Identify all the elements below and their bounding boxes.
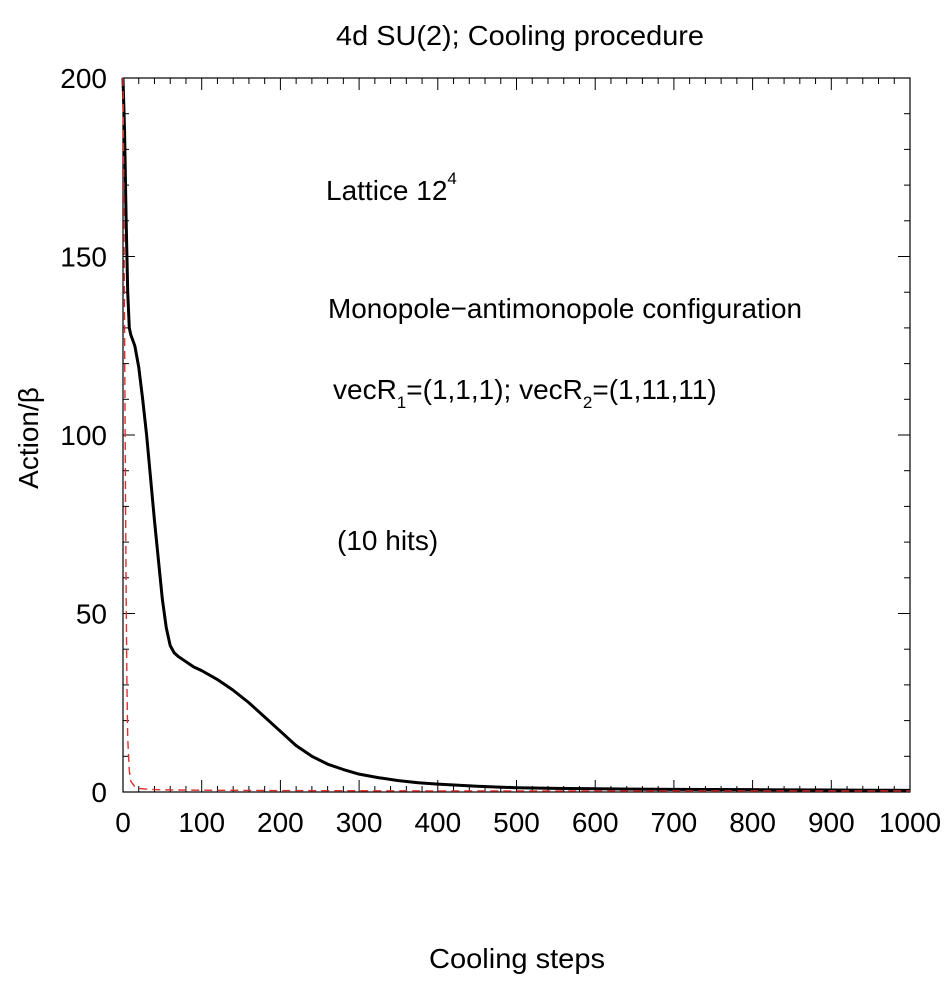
x-tick-label: 1000 <box>879 807 941 838</box>
annotation-vec-b-sub: 2 <box>583 393 592 412</box>
y-tick-label: 200 <box>60 63 107 94</box>
plot-border <box>122 77 911 793</box>
y-tick-label: 50 <box>76 599 107 630</box>
plot-frame <box>122 77 911 793</box>
axis-ticks <box>122 77 911 793</box>
y-tick-label: 150 <box>60 242 107 273</box>
x-tick-label: 700 <box>651 807 698 838</box>
x-tick-labels: 0 100 200 300 400 500 600 700 800 900 1000 <box>115 807 941 838</box>
x-tick-label: 900 <box>808 807 855 838</box>
annotation-vec-a: vecR <box>333 374 397 405</box>
y-axis-label: Action/β <box>13 387 44 489</box>
y-tick-label: 100 <box>60 420 107 451</box>
x-tick-label: 800 <box>729 807 776 838</box>
series-line-solid <box>121 77 911 792</box>
y-tick-label: 0 <box>91 777 107 808</box>
x-tick-label: 600 <box>572 807 619 838</box>
x-tick-label: 200 <box>257 807 304 838</box>
annotation-lattice: Lattice 124 <box>326 169 457 206</box>
x-tick-label: 100 <box>178 807 225 838</box>
x-tick-label: 0 <box>115 807 131 838</box>
series-layer <box>121 77 911 792</box>
x-tick-label: 400 <box>414 807 461 838</box>
series-line-dashed <box>122 77 910 792</box>
x-axis-label: Cooling steps <box>429 943 605 974</box>
annotation-hits: (10 hits) <box>337 525 438 556</box>
annotation-vectors: vecR1=(1,1,1); vecR2=(1,11,11) <box>333 374 717 412</box>
x-tick-label: 500 <box>493 807 540 838</box>
x-tick-label: 300 <box>336 807 383 838</box>
annotation-vec-c: =(1,11,11) <box>592 374 716 405</box>
annotation-lattice-sup: 4 <box>447 169 456 188</box>
annotation-vec-a-sub: 1 <box>397 393 406 412</box>
annotation-vec-b: =(1,1,1); vecR <box>406 374 583 405</box>
chart-title: 4d SU(2); Cooling procedure <box>336 20 704 51</box>
annotation-lattice-text: Lattice 12 <box>326 175 447 206</box>
y-tick-labels: 0 50 100 150 200 <box>60 63 107 808</box>
annotation-config: Monopole−antimonopole configuration <box>328 293 802 324</box>
annotations: Lattice 124 Monopole−antimonopole config… <box>326 169 802 556</box>
